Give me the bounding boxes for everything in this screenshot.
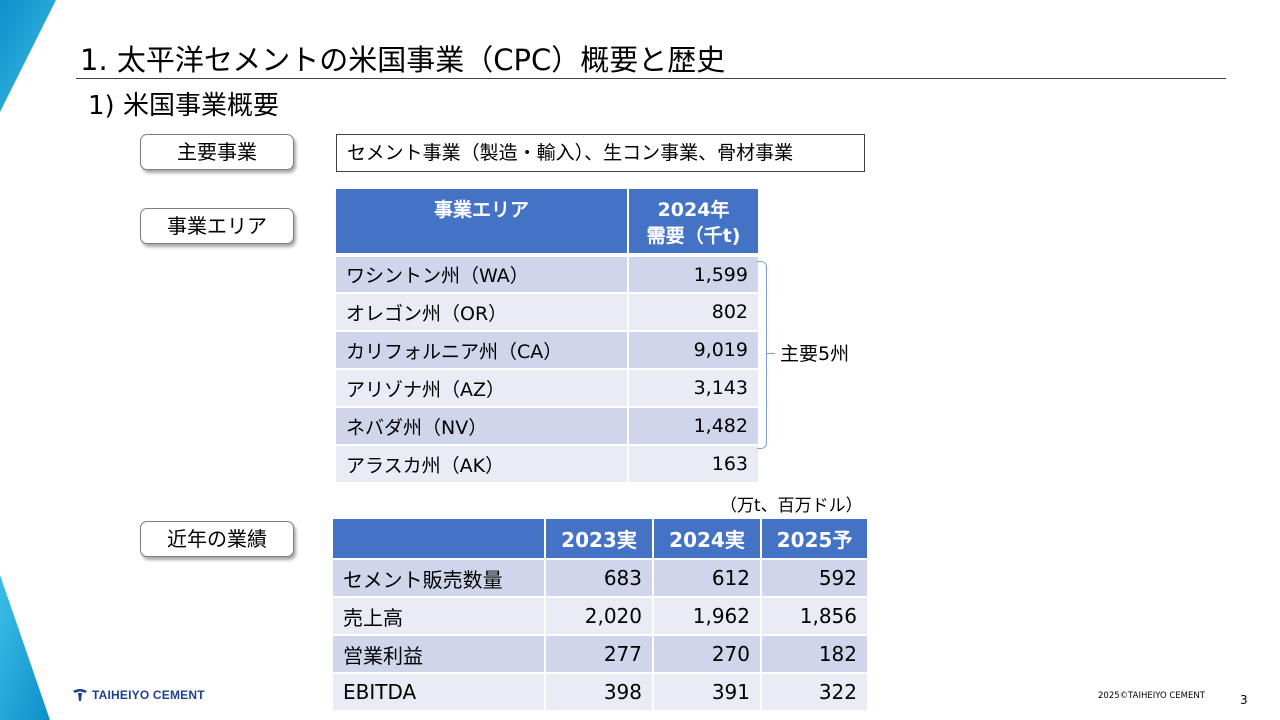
area-name: ワシントン州（WA） bbox=[336, 255, 629, 294]
logo-wordmark: TAIHEIYO CEMENT bbox=[92, 688, 205, 702]
metric-name: セメント販売数量 bbox=[333, 559, 546, 598]
column-header-area: 事業エリア bbox=[336, 189, 629, 257]
table-row: ネバダ州（NV） 1,482 bbox=[336, 407, 758, 446]
area-name: オレゴン州（OR） bbox=[336, 293, 629, 332]
area-demand: 163 bbox=[628, 445, 758, 484]
area-name: アリゾナ州（AZ） bbox=[336, 369, 629, 408]
area-demand: 3,143 bbox=[628, 369, 758, 408]
business-area-table: 事業エリア 2024年 需要（千t) ワシントン州（WA） 1,599 オレゴン… bbox=[336, 189, 758, 484]
table-row: 営業利益 277 270 182 bbox=[333, 635, 867, 674]
area-demand: 1,482 bbox=[628, 407, 758, 446]
metric-name: 営業利益 bbox=[333, 635, 546, 674]
decorative-corner-top bbox=[0, 0, 56, 112]
unit-note: （万t、百万ドル） bbox=[720, 496, 863, 516]
table-row: アラスカ州（AK） 163 bbox=[336, 445, 758, 484]
area-demand: 9,019 bbox=[628, 331, 758, 370]
metric-value: 683 bbox=[545, 559, 654, 598]
column-header-2025: 2025予 bbox=[761, 519, 867, 560]
title-divider bbox=[76, 78, 1226, 79]
decorative-corner-bottom bbox=[0, 575, 50, 720]
metric-value: 612 bbox=[653, 559, 762, 598]
table-header-row: 2023実 2024実 2025予 bbox=[333, 519, 867, 560]
major-states-bracket-tick bbox=[767, 353, 775, 354]
table-row: カリフォルニア州（CA） 9,019 bbox=[336, 331, 758, 370]
business-area-label: 事業エリア bbox=[140, 208, 294, 244]
area-demand: 1,599 bbox=[628, 255, 758, 294]
metric-value: 182 bbox=[761, 635, 867, 674]
table-row: セメント販売数量 683 612 592 bbox=[333, 559, 867, 598]
table-row: 売上高 2,020 1,962 1,856 bbox=[333, 597, 867, 636]
table-row: ワシントン州（WA） 1,599 bbox=[336, 255, 758, 294]
column-header-demand-line1: 2024年 bbox=[657, 199, 730, 221]
metric-value: 270 bbox=[653, 635, 762, 674]
main-business-label: 主要事業 bbox=[140, 134, 294, 170]
column-header-item bbox=[333, 519, 546, 560]
metric-name: EBITDA bbox=[333, 673, 546, 712]
metric-value: 391 bbox=[653, 673, 762, 712]
page-title: 1. 太平洋セメントの米国事業（CPC）概要と歴史 bbox=[80, 43, 726, 77]
area-name: カリフォルニア州（CA） bbox=[336, 331, 629, 370]
area-name: アラスカ州（AK） bbox=[336, 445, 629, 484]
area-name: ネバダ州（NV） bbox=[336, 407, 629, 446]
company-logo: TAIHEIYO CEMENT bbox=[72, 688, 205, 702]
recent-performance-label: 近年の業績 bbox=[140, 521, 294, 557]
metric-value: 1,962 bbox=[653, 597, 762, 636]
metric-value: 322 bbox=[761, 673, 867, 712]
metric-value: 1,856 bbox=[761, 597, 867, 636]
table-row: アリゾナ州（AZ） 3,143 bbox=[336, 369, 758, 408]
major-states-label: 主要5州 bbox=[780, 343, 850, 365]
area-demand: 802 bbox=[628, 293, 758, 332]
performance-table: 2023実 2024実 2025予 セメント販売数量 683 612 592 売… bbox=[333, 519, 867, 712]
page-number: 3 bbox=[1240, 693, 1248, 707]
major-states-bracket bbox=[757, 261, 767, 449]
metric-value: 277 bbox=[545, 635, 654, 674]
column-header-demand-line2: 需要（千t) bbox=[646, 225, 741, 247]
metric-name: 売上高 bbox=[333, 597, 546, 636]
metric-value: 398 bbox=[545, 673, 654, 712]
table-row: EBITDA 398 391 322 bbox=[333, 673, 867, 712]
main-business-value: セメント事業（製造・輸入）、生コン事業、骨材事業 bbox=[336, 134, 865, 172]
table-row: オレゴン州（OR） 802 bbox=[336, 293, 758, 332]
copyright-text: 2025©TAIHEIYO CEMENT bbox=[1098, 691, 1205, 701]
column-header-demand: 2024年 需要（千t) bbox=[628, 189, 758, 257]
column-header-2023: 2023実 bbox=[545, 519, 654, 560]
column-header-2024: 2024実 bbox=[653, 519, 762, 560]
logo-mark-icon bbox=[73, 689, 87, 701]
section-subtitle: 1) 米国事業概要 bbox=[88, 91, 279, 121]
table-header-row: 事業エリア 2024年 需要（千t) bbox=[336, 189, 758, 257]
metric-value: 2,020 bbox=[545, 597, 654, 636]
metric-value: 592 bbox=[761, 559, 867, 598]
